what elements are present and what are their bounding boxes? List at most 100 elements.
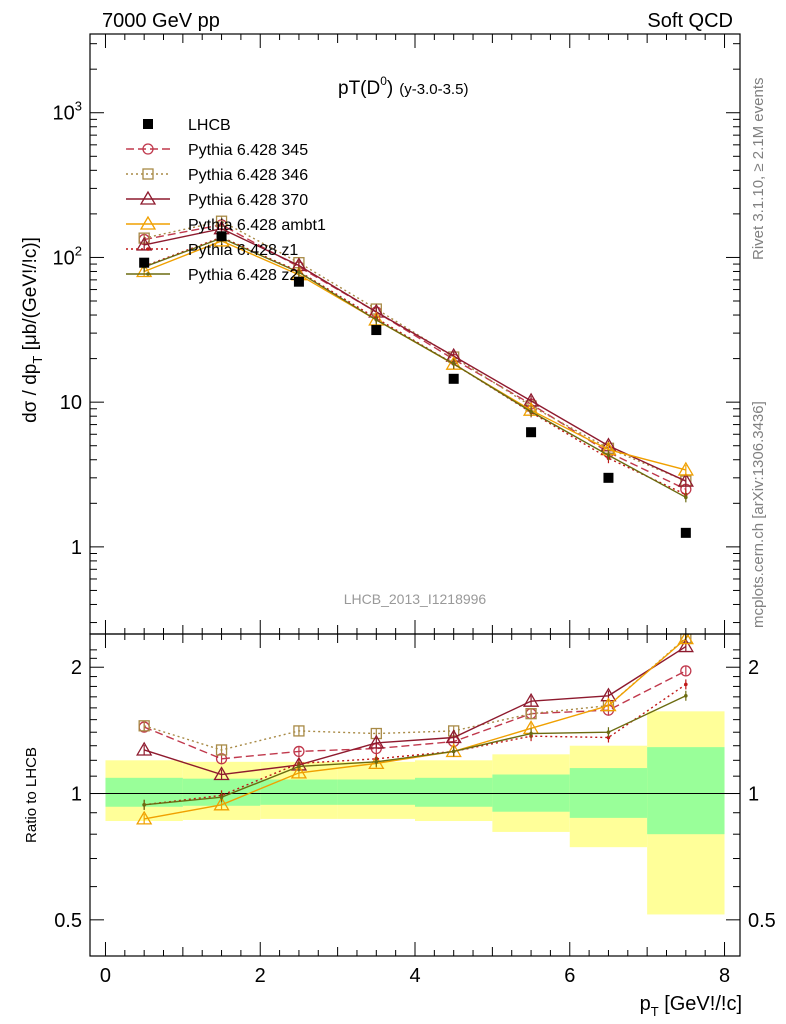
marker-circle [142, 143, 154, 155]
marker-triangle [522, 692, 540, 707]
band-green [337, 779, 415, 805]
x-tick-label: 2 [255, 965, 266, 987]
plot-title: pT(D0) (y-3.0-3.5) [338, 74, 468, 99]
marker-dot [374, 760, 379, 764]
data-point [216, 231, 227, 242]
marker-triangle [136, 810, 153, 825]
series-line [144, 695, 687, 806]
main-plot-area [136, 215, 694, 538]
series-pythia-6.428-z2 [142, 233, 688, 503]
marker-square [525, 708, 537, 720]
legend-label: Pythia 6.428 346 [188, 167, 308, 184]
marker-triangle [213, 766, 230, 781]
y-tick-label: 103 [53, 99, 82, 125]
legend-entry: Pythia 6.428 345 [126, 142, 308, 159]
xlabel: pT [GeV!/!c] [640, 993, 742, 1019]
data-point [680, 527, 691, 538]
legend-label: Pythia 6.428 z1 [188, 242, 298, 259]
watermark: LHCB_2013_I1218996 [344, 591, 487, 607]
marker-dot [606, 735, 611, 740]
marker-triangle [136, 741, 153, 756]
marker-triangle [368, 734, 385, 749]
rivet-label: Rivet 3.1.10, ≥ 2.1M events [750, 78, 767, 261]
marker-dot [606, 453, 611, 458]
marker-triangle [677, 634, 694, 645]
marker-square [138, 720, 150, 732]
legend-label: Pythia 6.428 370 [188, 192, 308, 209]
marker-dot [142, 803, 146, 807]
legend-label: Pythia 6.428 ambt1 [188, 217, 326, 234]
y-tick-label: 102 [53, 243, 82, 269]
marker-triangle [136, 263, 153, 278]
marker-dot [297, 270, 301, 275]
marker-triangle [213, 796, 230, 811]
mcplots-label: mcplots.cern.ch [arXiv:1306.3436] [750, 401, 767, 628]
marker-triangle [139, 190, 157, 205]
band-green [415, 777, 493, 807]
header-left: 7000 GeV pp [102, 10, 220, 32]
legend-entry: Pythia 6.428 ambt1 [126, 215, 326, 234]
marker-dot [529, 731, 533, 736]
x-tick-label: 6 [564, 965, 575, 987]
marker-triangle [677, 472, 694, 487]
y-tick-label: 1 [748, 784, 759, 806]
axes: 1 10 102 103 0 2 4 6 8 0.5 0.5 1 1 2 2 [53, 33, 776, 987]
header-right: Soft QCD [647, 10, 733, 32]
y-tick-label: 0.5 [748, 910, 776, 932]
main-ylabel: dσ / dpT [μb/(GeV!/!c)] [20, 237, 45, 423]
marker-dot [374, 318, 379, 322]
legend-entry-data: LHCB [143, 117, 231, 134]
ratio-ylabel: Ratio to LHCB [23, 747, 40, 843]
marker-triangle [677, 461, 694, 476]
x-tick-label: 0 [100, 965, 111, 987]
x-tick-label: 4 [409, 965, 420, 987]
series-line [144, 227, 687, 482]
series-line [144, 220, 687, 482]
series-line [144, 224, 687, 490]
y-tick-label: 1 [71, 784, 82, 806]
marker-triangle [290, 764, 308, 779]
marker-triangle [136, 236, 153, 251]
data-point [371, 325, 382, 336]
marker-triangle [445, 729, 462, 744]
y-tick-label: 2 [71, 657, 82, 679]
y-tick-label: 1 [71, 537, 82, 559]
data-point [293, 276, 304, 287]
marker-circle [680, 665, 692, 677]
y-tick-label: 2 [748, 657, 759, 679]
data-point [139, 257, 150, 268]
series-line [143, 670, 687, 760]
legend-entry: Pythia 6.428 370 [126, 190, 308, 209]
marker-triangle [139, 215, 157, 230]
marker-dot [451, 749, 456, 754]
marker-dot [684, 495, 688, 500]
data-point [526, 427, 537, 438]
marker-triangle [600, 697, 617, 712]
series-line [143, 637, 687, 751]
legend: LHCB Pythia 6.428 345 Pythia 6.428 346 Pyth… [126, 117, 326, 284]
marker-dot [529, 409, 533, 414]
marker-dot [684, 693, 688, 698]
band-green [569, 768, 648, 818]
marker-circle [293, 745, 305, 758]
x-tick-label: 8 [719, 965, 730, 987]
legend-entry: Pythia 6.428 z2 [126, 267, 298, 284]
series-line [143, 237, 687, 498]
marker-dot [219, 795, 224, 800]
marker-square [215, 744, 228, 756]
marker-dot [146, 272, 150, 276]
marker-triangle [677, 638, 694, 653]
marker-triangle [445, 355, 462, 370]
legend-marker [143, 119, 153, 129]
series-line [144, 683, 687, 806]
series-pythia-6.428-370 [136, 220, 694, 487]
legend-entry: Pythia 6.428 z1 [126, 242, 298, 259]
band-green [647, 747, 725, 835]
legend-label: Pythia 6.428 z2 [188, 267, 298, 284]
series-pythia-6.428-z2 [142, 690, 688, 810]
ratio-plot-area [90, 634, 740, 825]
y-tick-label: 0.5 [54, 910, 82, 932]
marker-dot [684, 682, 688, 687]
legend-label: LHCB [188, 117, 231, 134]
